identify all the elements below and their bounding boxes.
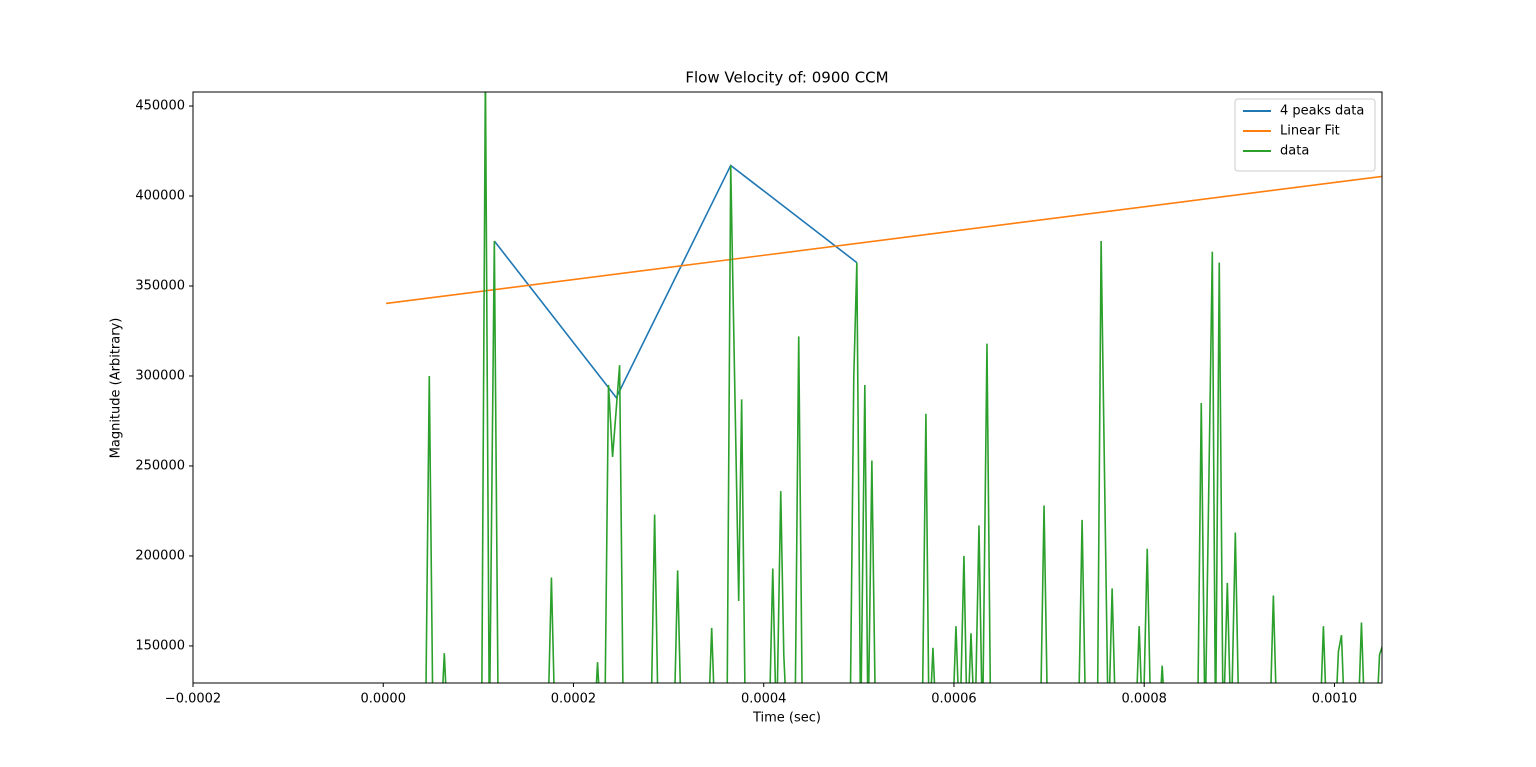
legend-label: Linear Fit [1280, 124, 1340, 139]
x-tick-label: −0.0002 [165, 692, 221, 707]
legend-box [1234, 98, 1376, 172]
y-tick-label: 350000 [135, 279, 185, 294]
data-line [425, 92, 1382, 683]
y-tick-label: 400000 [135, 189, 185, 204]
x-tick-label: 0.0010 [1312, 692, 1358, 707]
y-tick-label: 250000 [135, 458, 185, 473]
y-tick-label: 300000 [135, 368, 185, 383]
legend-label: data [1280, 144, 1309, 159]
x-tick-label: 0.0008 [1121, 692, 1167, 707]
legend-label: 4 peaks data [1280, 104, 1364, 119]
x-tick-label: 0.0002 [551, 692, 597, 707]
x-tick-label: 0.0004 [741, 692, 787, 707]
y-tick-label: 450000 [135, 99, 185, 114]
data-line [493, 164, 858, 400]
x-tick-label: 0.0000 [360, 692, 406, 707]
data-line [385, 175, 1382, 305]
plot-area [385, 92, 1382, 683]
y-axis-label: Magnitude (Arbitrary) [109, 318, 124, 459]
axes-frame [192, 91, 1383, 684]
chart-title: Flow Velocity of: 0900 CCM [685, 69, 888, 87]
x-tick-label: 0.0006 [931, 692, 977, 707]
y-tick-label: 200000 [135, 548, 185, 563]
y-tick-label: 150000 [135, 638, 185, 653]
x-axis-label: Time (sec) [752, 711, 821, 726]
